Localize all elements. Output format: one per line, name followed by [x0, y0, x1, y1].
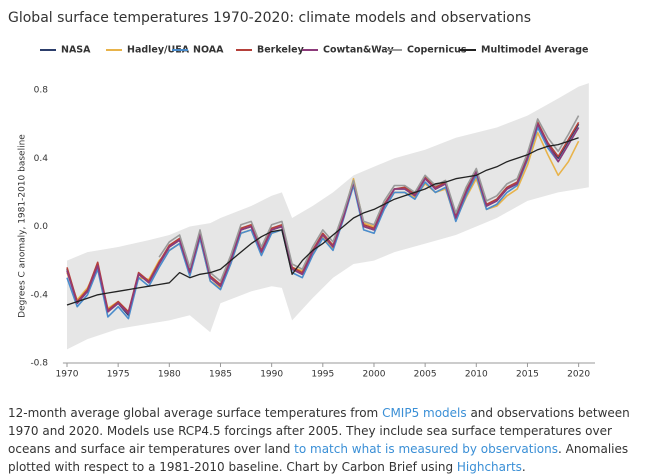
x-tick-label: 1995: [311, 370, 334, 380]
caption-text: . Anomalies plotted with respect to a 19…: [8, 442, 629, 474]
legend-label: Multimodel Average: [481, 45, 589, 56]
x-tick-label: 2010: [465, 370, 488, 380]
y-tick-label: 0.8: [34, 86, 49, 96]
y-tick-label: 0.0: [34, 222, 49, 232]
caption-text: and observations between 1970 and 2020. …: [8, 406, 630, 456]
x-tick-label: 2020: [567, 370, 590, 380]
legend-label: Hadley/UEA: [127, 45, 190, 56]
legend-label: Cowtan&Way: [323, 45, 395, 56]
x-tick-label: 2000: [363, 370, 386, 380]
caption-text: .: [521, 460, 526, 474]
x-tick-label: 2005: [414, 370, 437, 380]
x-tick-label: 1985: [209, 370, 232, 380]
series-line: [66, 126, 580, 320]
y-tick-label: 0.4: [34, 154, 49, 164]
y-axis-label: Degrees C anomaly, 1981-2010 baseline: [18, 134, 28, 318]
series-line: [66, 121, 580, 313]
legend-label: Copernicus: [407, 45, 467, 56]
series-line: [66, 131, 580, 313]
x-tick-label: 1975: [107, 370, 130, 380]
caption-link[interactable]: to match what is measured by observation…: [294, 442, 558, 456]
series-line: [66, 137, 579, 306]
caption-text: 12-month average global average surface …: [8, 406, 383, 420]
legend-label: NOAA: [193, 45, 224, 56]
chart-title: Global surface temperatures 1970-2020: c…: [8, 10, 531, 26]
series-line: [158, 115, 580, 282]
y-tick-label: -0.4: [30, 290, 48, 300]
caption-link[interactable]: CMIP5 models: [382, 406, 467, 420]
x-tick-label: 1980: [158, 370, 181, 380]
y-tick-label: -0.8: [30, 359, 48, 369]
legend-label: Berkeley: [257, 45, 305, 56]
x-tick-label: 2015: [516, 370, 539, 380]
legend-label: NASA: [61, 45, 91, 56]
caption: 12-month average global average surface …: [8, 404, 640, 476]
caption-link[interactable]: Highcharts: [456, 460, 522, 474]
series-line: [66, 123, 580, 315]
x-tick-label: 1970: [56, 370, 79, 380]
chart: Global surface temperatures 1970-2020: c…: [8, 10, 595, 380]
x-tick-label: 1990: [260, 370, 283, 380]
model-range: [66, 83, 589, 350]
